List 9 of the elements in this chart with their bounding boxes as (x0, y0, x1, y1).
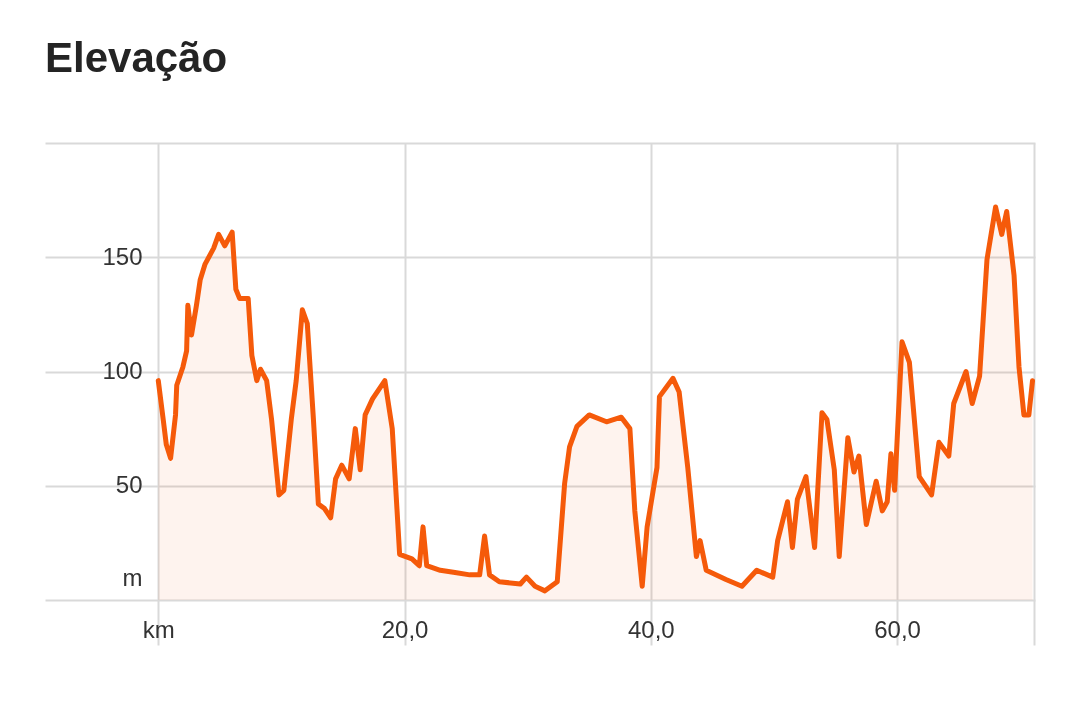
x-tick-label: 40,0 (627, 615, 675, 643)
y-tick-label: 50 (115, 471, 143, 499)
y-tick-label: 150 (102, 242, 143, 270)
x-tick-label: km (142, 615, 175, 643)
y-tick-label: m (122, 563, 143, 591)
x-tick-label: 20,0 (381, 615, 429, 643)
x-tick-label: 60,0 (874, 615, 921, 643)
y-tick-label: 100 (102, 357, 143, 384)
chart-title: Elevação (45, 34, 228, 81)
